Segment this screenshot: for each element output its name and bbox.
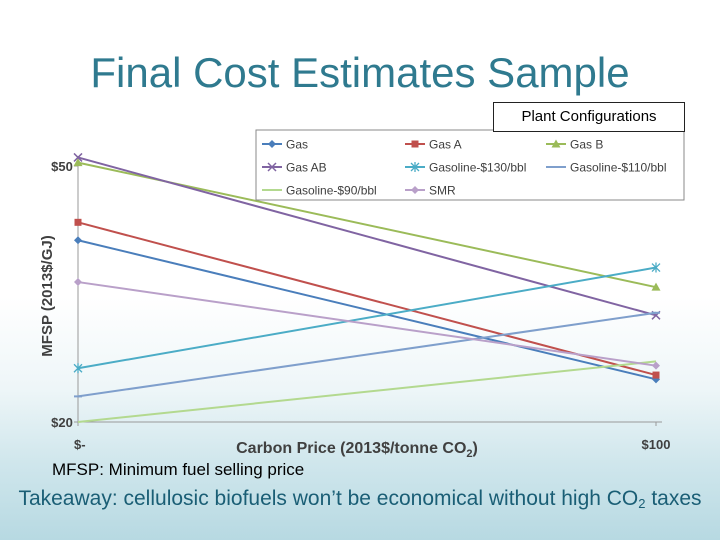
legend-marker bbox=[411, 186, 419, 194]
legend-marker bbox=[411, 140, 419, 148]
legend-label: Gasoline-$110/bbl bbox=[570, 161, 667, 175]
data-point bbox=[74, 218, 82, 226]
y-axis-label: MFSP (2013$/GJ) bbox=[39, 235, 56, 356]
legend-label: Gas AB bbox=[286, 161, 327, 175]
series-gasoline-110-bbl bbox=[74, 311, 660, 398]
series-gas bbox=[74, 236, 660, 384]
legend-label: Gasoline-$90/bbl bbox=[286, 184, 377, 198]
series-line bbox=[77, 266, 657, 370]
data-point bbox=[73, 152, 83, 162]
legend-item: Gas bbox=[262, 138, 308, 152]
series-layer bbox=[73, 152, 661, 423]
legend-item: Gasoline-$130/bbl bbox=[405, 161, 526, 175]
series-line bbox=[77, 360, 657, 423]
y-tick-label: $20 bbox=[51, 415, 73, 430]
legend-item: Gasoline-$90/bbl bbox=[262, 184, 377, 198]
legend-item: SMR bbox=[405, 184, 456, 198]
takeaway-end: taxes bbox=[645, 487, 702, 510]
plant-configurations-badge: Plant Configurations bbox=[493, 102, 685, 132]
legend-label: SMR bbox=[429, 184, 456, 198]
legend-marker bbox=[268, 140, 276, 148]
data-point bbox=[651, 262, 661, 273]
data-point bbox=[74, 278, 82, 287]
data-point bbox=[652, 371, 660, 379]
legend-label: Gas B bbox=[570, 138, 603, 152]
series-line bbox=[77, 221, 657, 377]
legend-item: Gasoline-$110/bbl bbox=[546, 161, 667, 175]
series-gasoline-130-bbl bbox=[73, 262, 661, 374]
legend-marker bbox=[551, 139, 561, 148]
series-gasoline-90-bbl bbox=[77, 360, 657, 423]
legend-box bbox=[255, 129, 685, 201]
legend-label: Gasoline-$130/bbl bbox=[429, 161, 526, 175]
slide-title: Final Cost Estimates Sample bbox=[90, 49, 630, 96]
series-smr bbox=[74, 278, 660, 370]
legend-label: Gas A bbox=[429, 138, 462, 152]
data-point bbox=[74, 236, 82, 245]
series-line bbox=[77, 239, 657, 381]
x-axis-label: Carbon Price (2013$/tonne CO2) bbox=[236, 440, 478, 460]
data-point bbox=[73, 158, 83, 167]
series-line bbox=[77, 281, 657, 367]
data-point bbox=[73, 363, 83, 374]
takeaway-main: Takeaway: cellulosic biofuels won’t be e… bbox=[18, 487, 639, 510]
legend-label: Gas bbox=[286, 138, 308, 152]
y-tick-label: $50 bbox=[51, 159, 73, 174]
takeaway-subscript: 2 bbox=[638, 496, 646, 511]
x-tick-label: $- bbox=[74, 437, 86, 452]
data-point bbox=[652, 361, 660, 370]
series-line bbox=[77, 311, 657, 398]
footnote: MFSP: Minimum fuel selling price bbox=[52, 460, 305, 479]
chart-axes: $50 $20$- $100 Carbon Price (2013$/tonne CO… bbox=[39, 156, 670, 460]
legend-marker bbox=[267, 162, 277, 172]
series-line bbox=[77, 156, 657, 317]
legend-marker bbox=[410, 162, 420, 172]
data-point bbox=[651, 282, 661, 291]
x-tick-label: $100 bbox=[642, 437, 671, 452]
legend-item: Gas AB bbox=[262, 161, 327, 175]
legend-item: Gas A bbox=[405, 138, 462, 152]
series-gas-a bbox=[74, 218, 660, 379]
legend-item: Gas B bbox=[546, 138, 603, 152]
takeaway-text: Takeaway: cellulosic biofuels won’t be e… bbox=[0, 484, 720, 519]
chart-legend: Gas Gas A Gas B Gas AB Gasoline-$130/bbl Gaso… bbox=[255, 129, 685, 201]
